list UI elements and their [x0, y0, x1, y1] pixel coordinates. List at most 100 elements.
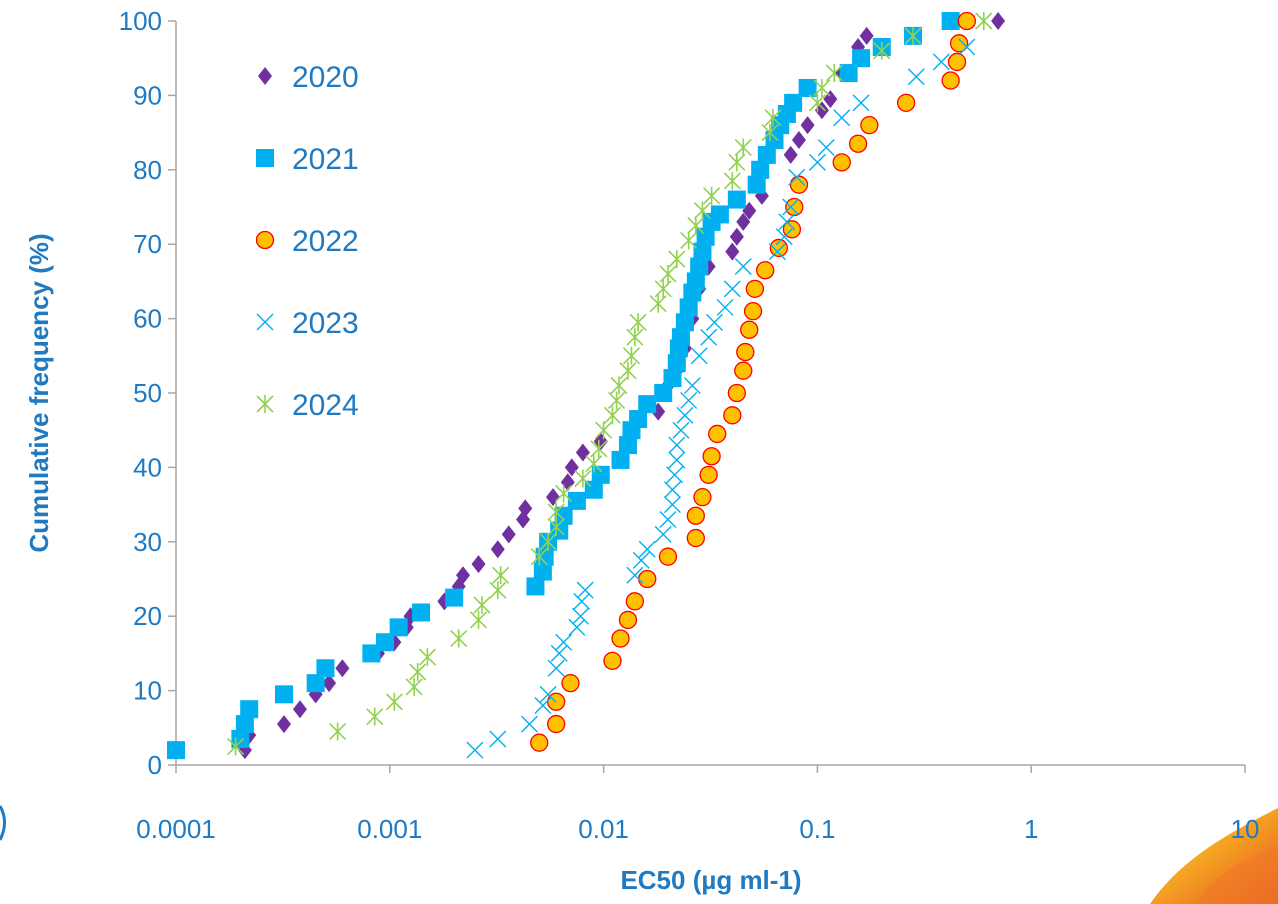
- data-point-2023: [555, 633, 573, 651]
- data-point-2024: [680, 231, 698, 250]
- data-point-2022: [625, 592, 644, 611]
- data-point-2021: [696, 227, 715, 246]
- data-point-2021: [690, 257, 709, 276]
- data-point-2022: [848, 134, 868, 153]
- data-point-2024: [723, 171, 741, 190]
- data-point-2021: [679, 298, 698, 317]
- data-point-2021: [675, 313, 694, 332]
- series-2021: [167, 12, 960, 760]
- series-2023: [466, 38, 976, 759]
- data-point-2023: [547, 659, 565, 677]
- data-point-2023: [680, 391, 698, 409]
- data-point-2020: [991, 12, 1006, 30]
- data-point-2024: [418, 648, 437, 667]
- y-tick-label: 40: [133, 452, 162, 482]
- data-point-2023: [775, 228, 793, 246]
- data-point-2021: [667, 354, 686, 373]
- y-tick-label: 10: [133, 676, 162, 706]
- data-point-2023: [768, 243, 786, 261]
- legend-entry-2022: 2022: [255, 225, 359, 258]
- data-point-2022: [686, 528, 705, 548]
- data-point-2024: [629, 313, 647, 332]
- data-point-2024: [654, 279, 672, 298]
- data-point-2023: [833, 109, 851, 127]
- data-point-2024: [808, 93, 826, 112]
- data-point-2021: [629, 410, 648, 429]
- data-point-2021: [412, 603, 431, 622]
- data-point-2022: [832, 153, 851, 172]
- data-point-2023: [626, 566, 644, 584]
- y-tick-label: 60: [133, 304, 162, 334]
- data-point-2024: [904, 26, 922, 45]
- data-point-2023: [572, 607, 590, 625]
- data-point-2024: [366, 707, 384, 726]
- data-point-2023: [568, 618, 586, 636]
- y-tick-label: 50: [133, 378, 162, 408]
- data-point-2020: [292, 700, 307, 719]
- data-point-2022: [723, 406, 742, 425]
- data-point-2023: [520, 715, 538, 733]
- data-point-2024: [659, 264, 677, 283]
- data-point-2021: [240, 700, 259, 719]
- data-point-2021: [784, 93, 803, 112]
- x-tick-label: 0.001: [357, 814, 422, 844]
- data-point-2020: [564, 458, 579, 477]
- data-point-2020: [725, 242, 740, 261]
- data-point-2022: [789, 175, 809, 194]
- data-point-2020: [783, 145, 798, 164]
- data-point-2023: [663, 496, 681, 514]
- data-point-2023: [663, 481, 681, 499]
- data-point-2022: [693, 488, 712, 507]
- data-point-2022: [957, 11, 976, 31]
- data-point-2024: [385, 692, 403, 711]
- data-point-2022: [658, 547, 678, 566]
- data-point-2022: [860, 116, 879, 135]
- data-point-2023: [666, 466, 684, 484]
- data-point-2021: [798, 78, 817, 97]
- data-point-2023: [659, 510, 677, 528]
- data-point-2023: [683, 377, 701, 395]
- data-point-2020: [518, 499, 533, 518]
- x-tick-label: 1: [1024, 814, 1038, 844]
- data-point-2023: [808, 153, 826, 171]
- data-point-2021: [611, 450, 630, 469]
- data-point-2022: [785, 197, 804, 217]
- data-point-2023: [466, 741, 484, 759]
- clipped-edge-mark: [0, 805, 6, 841]
- data-points: [167, 11, 1006, 760]
- data-point-2022: [743, 302, 763, 321]
- data-point-2024: [530, 547, 548, 566]
- data-point-2021: [316, 659, 335, 678]
- legend-entry-2023: 2023: [256, 307, 359, 340]
- tick-labels: 0 10 20 30 40 50 60 70 80 90 100 0.0001 0.001 0.01 0.1…: [119, 6, 1260, 844]
- data-point-2023: [723, 280, 741, 298]
- data-point-2022: [638, 569, 657, 589]
- data-point-2023: [782, 198, 800, 216]
- data-point-2023: [668, 436, 686, 454]
- data-point-2021: [235, 715, 254, 734]
- data-point-2024: [489, 581, 507, 600]
- legend-label-2024: 2024: [292, 389, 359, 422]
- data-point-2023: [958, 38, 976, 56]
- data-point-2024: [473, 596, 491, 615]
- data-point-2022: [603, 651, 622, 670]
- data-point-2022: [611, 629, 630, 648]
- data-point-2022: [947, 52, 967, 72]
- data-point-2020: [490, 540, 505, 559]
- data-point-2021: [727, 190, 746, 209]
- data-point-2023: [668, 451, 686, 469]
- data-point-2020: [501, 525, 516, 544]
- data-point-2024: [450, 629, 468, 648]
- y-axis-title: Cumulative frequency (%): [24, 233, 54, 552]
- data-point-2024: [547, 503, 565, 522]
- data-point-2023: [534, 696, 552, 714]
- data-point-2020: [823, 90, 838, 109]
- data-point-2021: [591, 465, 610, 484]
- data-point-2021: [671, 328, 690, 347]
- data-point-2021: [306, 674, 325, 693]
- data-point-2022: [734, 361, 753, 380]
- y-tick-label: 80: [133, 155, 162, 185]
- data-point-2024: [574, 469, 592, 488]
- data-point-2022: [708, 424, 727, 444]
